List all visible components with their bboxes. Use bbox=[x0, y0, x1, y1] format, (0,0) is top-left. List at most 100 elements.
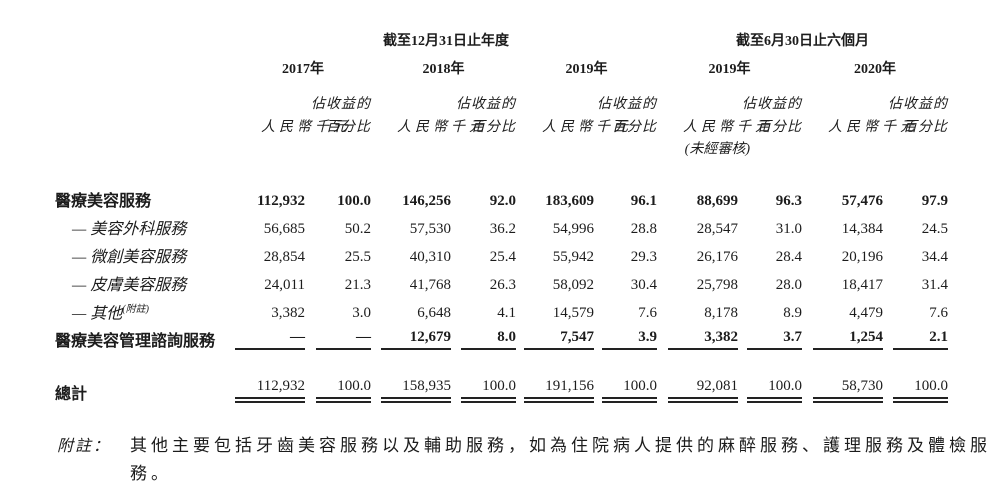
value-text: 25,798 bbox=[696, 277, 738, 293]
footnote-label: 附註： bbox=[57, 438, 112, 455]
value-cell: 92,081 bbox=[657, 378, 738, 403]
value-text: 26,176 bbox=[696, 249, 738, 265]
share-of-revenue-header-row: 佔收益的 佔收益的 佔收益的 佔收益的 佔收益的 bbox=[55, 78, 948, 113]
value-cell: 21.3 bbox=[303, 266, 371, 294]
value-cell: 100.0 bbox=[303, 182, 371, 210]
value-cell: 3,382 bbox=[235, 294, 305, 322]
value-text: 20,196 bbox=[841, 249, 883, 265]
value-cell: 2.1 bbox=[883, 322, 948, 350]
value-text: 28.8 bbox=[630, 221, 657, 237]
value-cell: 8.9 bbox=[738, 294, 802, 322]
value-text: 3.7 bbox=[747, 329, 802, 350]
value-cell: 191,156 bbox=[516, 378, 594, 403]
value-cell: 55,942 bbox=[516, 238, 594, 266]
value-text: 97.9 bbox=[921, 193, 948, 209]
row-label-text: 醫療美容服務 bbox=[55, 193, 152, 210]
unaudited-label: (未經審核) bbox=[684, 142, 750, 157]
value-text: 2.1 bbox=[893, 329, 948, 350]
value-cell: 100.0 bbox=[883, 378, 948, 403]
value-text: 191,156 bbox=[524, 378, 594, 403]
table-body: 醫療美容服務 112,932 100.0 146,256 92.0 183,609 96.1… bbox=[55, 158, 948, 403]
value-cell: 28,854 bbox=[235, 238, 305, 266]
value-text: 12,679 bbox=[381, 329, 451, 350]
value-text: 30.4 bbox=[630, 277, 657, 293]
value-text: 58,730 bbox=[813, 378, 883, 403]
rmb-unit-label: 人民幣千元 bbox=[397, 120, 487, 135]
value-cell: 7.6 bbox=[594, 294, 657, 322]
value-text: 40,310 bbox=[409, 249, 451, 265]
value-cell: 26,176 bbox=[657, 238, 738, 266]
value-cell: 96.3 bbox=[738, 182, 802, 210]
value-cell: 24.5 bbox=[883, 210, 948, 238]
row-label-text: — 其他 bbox=[72, 305, 123, 322]
value-text: 92.0 bbox=[489, 193, 516, 209]
value-cell: 56,685 bbox=[235, 210, 305, 238]
value-text: 100.0 bbox=[893, 378, 948, 403]
value-cell: 24,011 bbox=[235, 266, 305, 294]
share-label: 佔收益的 bbox=[888, 97, 948, 112]
value-text: — bbox=[316, 329, 371, 350]
value-cell: 158,935 bbox=[371, 378, 451, 403]
value-cell: 146,256 bbox=[371, 182, 451, 210]
value-cell: 31.4 bbox=[883, 266, 948, 294]
value-text: 18,417 bbox=[841, 277, 883, 293]
value-text: — bbox=[235, 329, 305, 350]
share-label: 佔收益的 bbox=[597, 97, 657, 112]
value-cell: 58,730 bbox=[802, 378, 883, 403]
revenue-breakdown-table: 截至12月31日止年度 截至6月30日止六個月 2017年 2018年 2019… bbox=[55, 26, 948, 403]
value-text: 24,011 bbox=[264, 277, 305, 293]
value-text: 112,932 bbox=[257, 193, 305, 209]
value-text: 146,256 bbox=[402, 193, 451, 209]
row-label: — 美容外科服務 bbox=[55, 210, 235, 238]
share-label: 佔收益的 bbox=[311, 97, 371, 112]
percent-label: 百分比 bbox=[612, 120, 657, 135]
value-cell: 12,679 bbox=[371, 322, 451, 350]
rmb-unit-label: 人民幣千元 bbox=[683, 120, 773, 135]
value-cell: 26.3 bbox=[451, 266, 516, 294]
share-label: 佔收益的 bbox=[456, 97, 516, 112]
value-cell: 14,579 bbox=[516, 294, 594, 322]
value-text: 3.0 bbox=[352, 305, 371, 321]
value-cell: 54,996 bbox=[516, 210, 594, 238]
row-label: — 微創美容服務 bbox=[55, 238, 235, 266]
value-cell: 57,530 bbox=[371, 210, 451, 238]
value-cell: 112,932 bbox=[235, 378, 305, 403]
percent-label: 百分比 bbox=[903, 120, 948, 135]
year-header-2020-interim: 2020年 bbox=[854, 62, 896, 77]
value-text: 58,092 bbox=[552, 277, 594, 293]
value-text: 6,648 bbox=[417, 305, 451, 321]
value-cell: 3.9 bbox=[594, 322, 657, 350]
value-text: 158,935 bbox=[381, 378, 451, 403]
table-row: — 美容外科服務 56,685 50.2 57,530 36.2 54,996 28.8 28… bbox=[55, 210, 948, 238]
value-cell: 3.0 bbox=[303, 294, 371, 322]
value-cell: 8,178 bbox=[657, 294, 738, 322]
value-text: 31.4 bbox=[921, 277, 948, 293]
value-cell: 7.6 bbox=[883, 294, 948, 322]
value-text: 14,579 bbox=[552, 305, 594, 321]
value-text: 1,254 bbox=[813, 329, 883, 350]
unaudited-header-row: (未經審核) bbox=[55, 136, 948, 158]
value-cell: 88,699 bbox=[657, 182, 738, 210]
value-text: 57,530 bbox=[409, 221, 451, 237]
value-text: 4.1 bbox=[497, 305, 516, 321]
table-row: 醫療美容管理諮詢服務 — — 12,679 8.0 7,547 3.9 3,382 3.7 1,2… bbox=[55, 322, 948, 350]
value-cell: 25.4 bbox=[451, 238, 516, 266]
value-cell: 7,547 bbox=[516, 322, 594, 350]
value-cell: 1,254 bbox=[802, 322, 883, 350]
value-text: 14,384 bbox=[841, 221, 883, 237]
value-cell: 30.4 bbox=[594, 266, 657, 294]
period-header-row: 截至12月31日止年度 截至6月30日止六個月 bbox=[55, 26, 948, 50]
value-cell: 25,798 bbox=[657, 266, 738, 294]
year-header-2019-interim: 2019年 bbox=[708, 62, 751, 77]
table-row: — 微創美容服務 28,854 25.5 40,310 25.4 55,942 29.3 26… bbox=[55, 238, 948, 266]
value-text: 31.0 bbox=[775, 221, 802, 237]
value-cell: 100.0 bbox=[594, 378, 657, 403]
period-interim-header: 截至6月30日止六個月 bbox=[736, 34, 869, 49]
value-text: 25.5 bbox=[344, 249, 371, 265]
value-text: 34.4 bbox=[921, 249, 948, 265]
value-text: 3,382 bbox=[668, 329, 738, 350]
value-cell: 20,196 bbox=[802, 238, 883, 266]
value-text: 4,479 bbox=[849, 305, 883, 321]
value-cell: 28.0 bbox=[738, 266, 802, 294]
